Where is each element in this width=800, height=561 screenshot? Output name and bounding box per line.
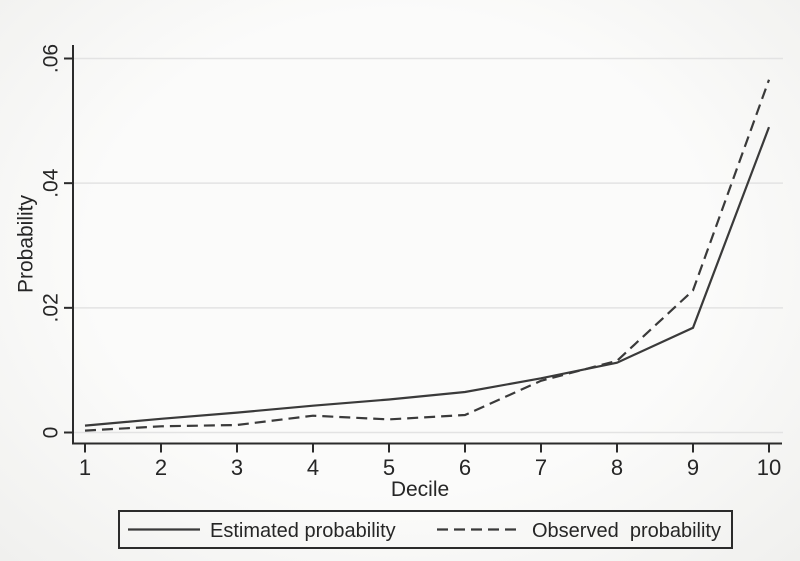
observed-probability-line xyxy=(84,79,771,432)
x-axis-title: Decile xyxy=(391,478,449,501)
y-axis-tick-labels: 0 .02 .04 .06 xyxy=(40,44,63,438)
x-axis-tick-labels: 1 2 3 4 5 6 7 8 9 10 xyxy=(79,455,781,480)
legend-box xyxy=(118,510,733,549)
y-axis-title: Probability xyxy=(15,194,38,293)
x-tick-label-8: 8 xyxy=(611,455,623,480)
x-tick-label-3: 3 xyxy=(231,455,243,480)
legend-label-estimated: Estimated probability xyxy=(210,520,396,542)
y-tick-label-06: .06 xyxy=(40,44,63,73)
x-tick-label-4: 4 xyxy=(307,455,319,480)
x-tick-label-7: 7 xyxy=(535,455,547,480)
estimated-probability-line xyxy=(84,126,771,427)
legend-label-observed: Observed probability xyxy=(532,520,721,542)
horizontal-gridlines xyxy=(74,57,783,434)
axes xyxy=(72,45,782,445)
x-tick-label-1: 1 xyxy=(79,455,91,480)
y-tick-label-04: .04 xyxy=(40,168,63,198)
legend: Estimated probability Observed probabili… xyxy=(118,510,733,549)
y-tick-label-0: 0 xyxy=(40,427,63,439)
axis-ticks xyxy=(64,57,770,453)
y-tick-label-02: .02 xyxy=(40,293,63,322)
x-tick-label-5: 5 xyxy=(383,455,395,480)
x-tick-label-10: 10 xyxy=(757,455,781,480)
x-tick-label-2: 2 xyxy=(155,455,167,480)
x-tick-label-6: 6 xyxy=(459,455,471,480)
x-tick-label-9: 9 xyxy=(687,455,699,480)
data-series-lines xyxy=(84,79,771,432)
